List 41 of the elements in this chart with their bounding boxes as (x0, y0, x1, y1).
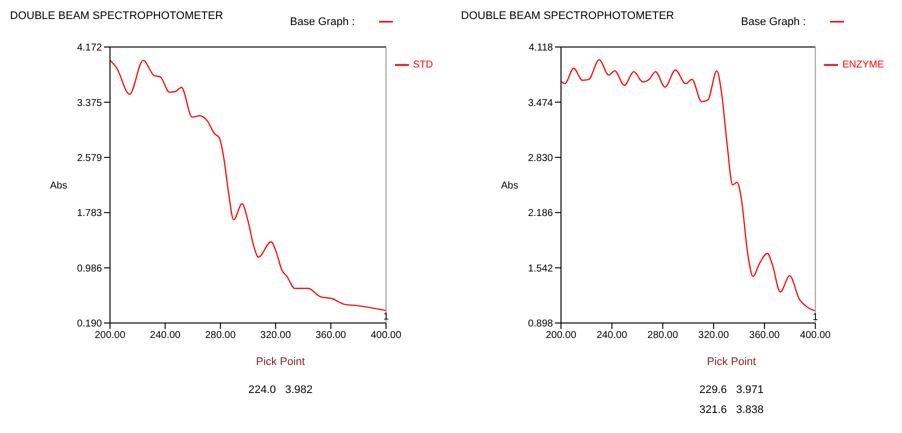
annotation: 1 (383, 312, 390, 323)
x-tick-label: 360.00 (749, 330, 780, 342)
y-tick-label: 4.118 (528, 42, 554, 54)
x-tick-label: 400.00 (800, 330, 832, 342)
text: 229.6 3.971 (698, 384, 765, 396)
legend-label: ENZYME (842, 60, 884, 71)
y-tick-label: 1.542 (528, 263, 554, 274)
y-tick-label: 3.375 (76, 98, 102, 109)
x-tick-label: 360.00 (316, 330, 347, 342)
x-tick-label: 280.00 (647, 330, 678, 342)
line-series (110, 60, 386, 312)
x-tick-label: 200.00 (546, 330, 577, 342)
text: 321.6 3.838 (698, 404, 765, 416)
annotation: 1 (812, 312, 819, 323)
line-series (561, 59, 816, 312)
y-axis-title: Abs (50, 180, 68, 192)
y-tick-label: 2.579 (76, 152, 102, 164)
x-tick-label: 320.00 (260, 330, 292, 342)
y-tick-label: 0.898 (528, 318, 554, 330)
text: 224.0 3.982 (247, 384, 314, 396)
chart-title: DOUBLE BEAM SPECTROPHOTOMETER (461, 10, 674, 22)
y-tick-label: 4.172 (76, 42, 102, 54)
x-tick-label: 280.00 (205, 330, 236, 342)
text: Base Graph : (741, 16, 806, 28)
x-axis-title: Pick Point (706, 356, 757, 368)
y-tick-label: 3.474 (528, 98, 554, 109)
y-axis-title: Abs (501, 180, 518, 192)
x-tick-label: 200.00 (94, 330, 126, 342)
y-tick-label: 0.986 (76, 263, 102, 274)
x-tick-label: 400.00 (370, 330, 402, 342)
x-axis-title: Pick Point (255, 356, 306, 368)
x-tick-label: 240.00 (596, 330, 628, 342)
y-tick-label: 1.783 (76, 208, 102, 220)
chart-title: DOUBLE BEAM SPECTROPHOTOMETER (10, 10, 224, 22)
y-tick-label: 0.190 (76, 318, 102, 330)
legend-label: STD (413, 60, 433, 71)
y-tick-label: 2.186 (528, 208, 554, 220)
x-tick-label: 320.00 (698, 330, 730, 342)
x-tick-label: 240.00 (150, 330, 181, 342)
text: Base Graph : (290, 16, 355, 28)
y-tick-label: 2.830 (528, 152, 554, 164)
